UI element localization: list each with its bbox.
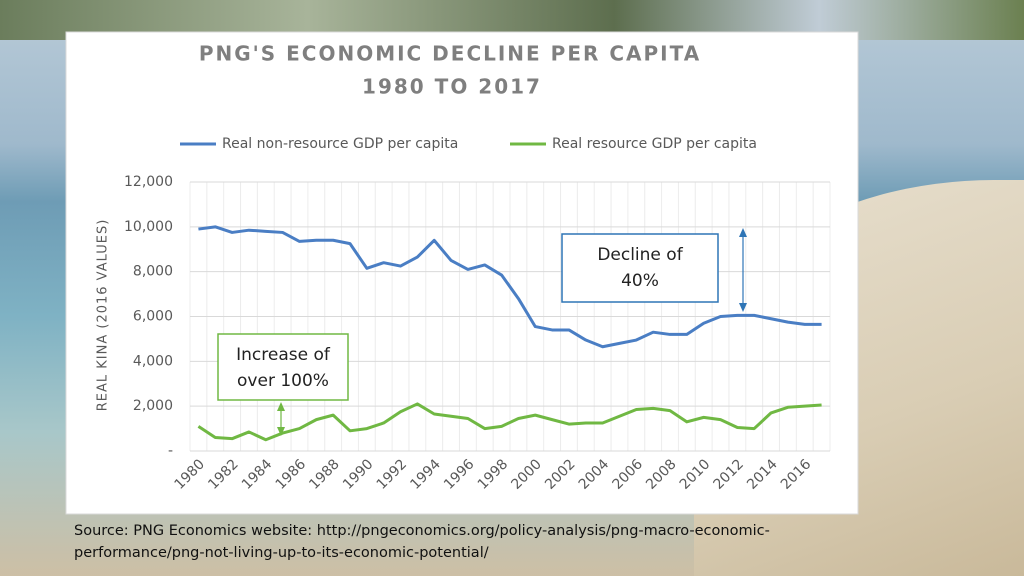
y-tick-label: 12,000 — [124, 174, 173, 190]
arrow-head — [739, 303, 747, 312]
source-note: Source: PNG Economics website: http://pn… — [74, 523, 770, 561]
data-line — [197, 402, 822, 442]
y-tick-label: 6,000 — [133, 309, 173, 325]
legend-label: Real resource GDP per capita — [552, 136, 757, 152]
chart-subtitle: 1980 TO 2017 — [362, 75, 542, 99]
annotation-text: Decline of — [597, 245, 683, 265]
annotation-box — [217, 333, 349, 401]
chart-title: PNG'S ECONOMIC DECLINE PER CAPITA — [199, 42, 701, 66]
arrow-head — [277, 427, 285, 436]
annotation-text: over 100% — [237, 371, 329, 391]
y-axis-label: REAL KINA (2016 VALUES) — [96, 219, 111, 412]
arrow-head — [277, 402, 285, 411]
y-tick-label: 2,000 — [133, 398, 173, 414]
legend-label: Real non-resource GDP per capita — [222, 136, 458, 152]
y-tick-label: - — [168, 443, 173, 459]
y-tick-label: 8,000 — [133, 264, 173, 280]
annotation-text: Increase of — [236, 345, 331, 365]
annotation-text: 40% — [621, 271, 659, 291]
data-line — [198, 225, 822, 349]
y-tick-label: 10,000 — [124, 219, 173, 235]
y-tick-label: 4,000 — [133, 353, 173, 369]
arrow-head — [739, 228, 747, 237]
annotation-box — [561, 233, 719, 303]
chart-panel — [65, 31, 859, 515]
